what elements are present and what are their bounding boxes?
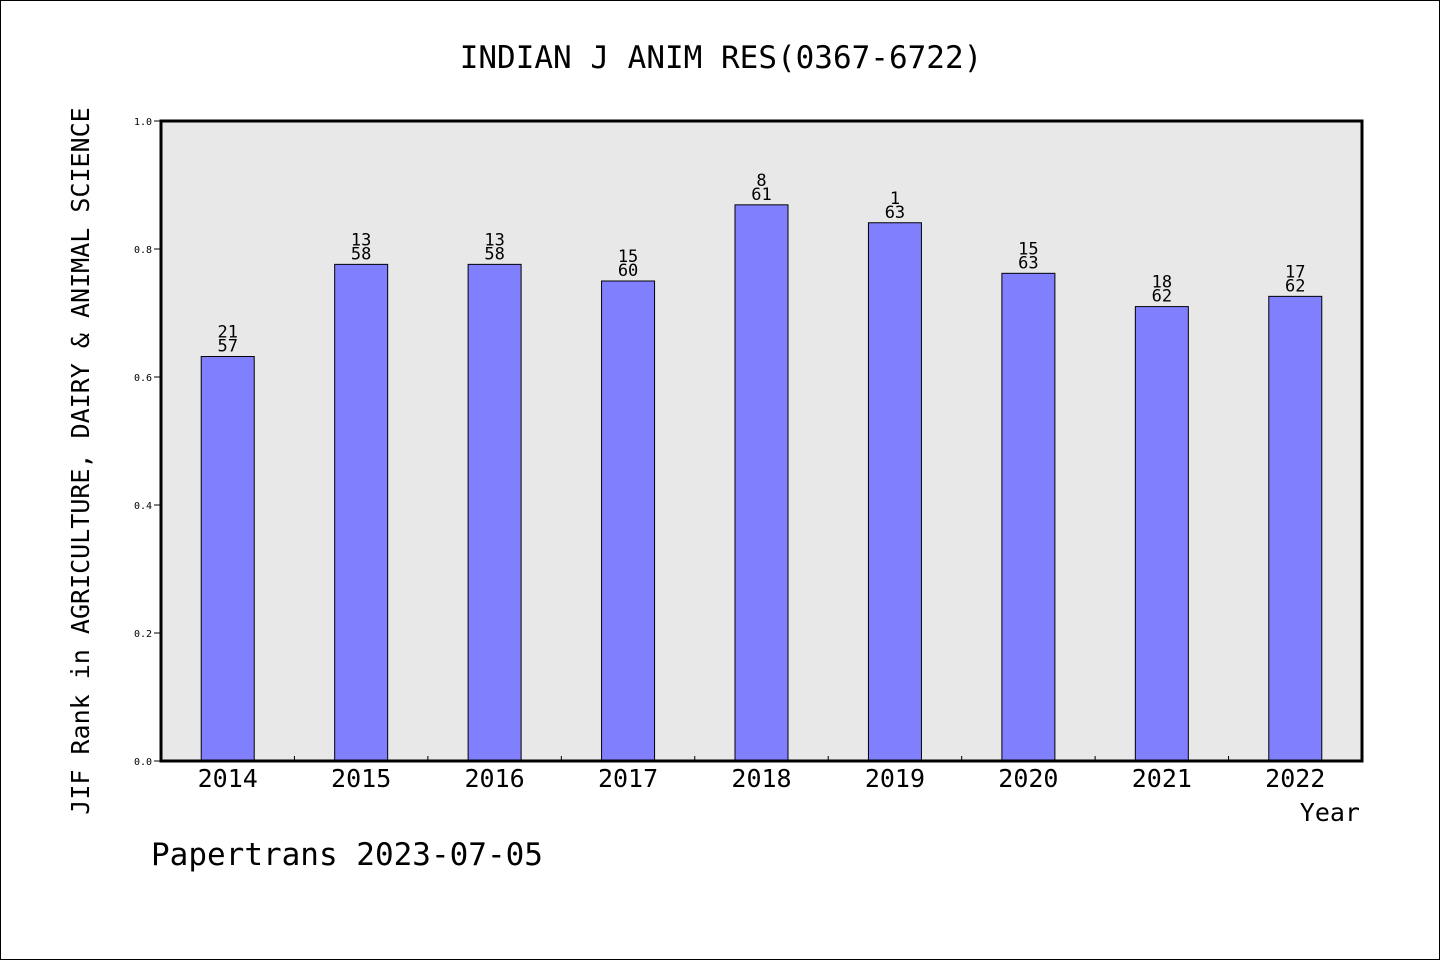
bar: [1268, 295, 1323, 762]
y-tick-label: 1.0: [134, 117, 152, 128]
bar: [334, 263, 389, 762]
bar: [1001, 272, 1056, 762]
bar-total-label: 58: [351, 244, 371, 264]
bar: [467, 263, 522, 762]
bar-total-label: 61: [751, 185, 771, 205]
x-tick-label: 2022: [1265, 764, 1325, 793]
bar-rank-label: 15: [1018, 239, 1038, 259]
x-tick-label: 2018: [731, 764, 791, 793]
bar-total-label: 63: [1018, 253, 1038, 273]
y-tick-label: 0.2: [134, 629, 152, 640]
x-tick-label: 2015: [331, 764, 391, 793]
footer-text: Papertrans 2023-07-05: [151, 837, 543, 873]
bar-rank-label: 13: [351, 230, 371, 250]
chart-title: INDIAN J ANIM RES(0367-6722): [460, 40, 983, 76]
bar-total-label: 63: [885, 203, 905, 223]
plot-border: [159, 119, 1364, 763]
bar-rank-label: 17: [1285, 262, 1305, 282]
bar-total-label: 58: [484, 244, 504, 264]
bar-rank-label: 21: [217, 323, 237, 343]
y-tick-label: 0.6: [134, 373, 152, 384]
x-tick-label: 2014: [198, 764, 258, 793]
y-axis-ticks: 0.0 0.2 0.4 0.6 0.8 1.0: [134, 117, 161, 768]
y-axis-label: JIF Rank in AGRICULTURE, DAIRY & ANIMAL …: [66, 107, 95, 814]
bar-rank-label: 8: [756, 171, 766, 191]
bar-rank-label: 18: [1152, 273, 1172, 293]
y-tick-label: 0.4: [134, 501, 152, 512]
bar: [867, 222, 922, 762]
bar-total-label: 60: [618, 261, 638, 281]
bar-total-label: 57: [217, 337, 237, 357]
bar: [200, 356, 255, 762]
x-tick-label: 2017: [598, 764, 658, 793]
bar-rank-label: 13: [484, 230, 504, 250]
bar: [1134, 306, 1189, 762]
bar-rank-label: 1: [890, 189, 900, 209]
y-tick-label: 0.8: [134, 245, 152, 256]
x-axis-label: Year: [1300, 798, 1360, 827]
x-tick-label: 2016: [465, 764, 525, 793]
bar-total-label: 62: [1152, 287, 1172, 307]
bar: [734, 204, 789, 762]
bar-total-label: 62: [1285, 276, 1305, 296]
x-tick-label: 2021: [1132, 764, 1192, 793]
bar-rank-label: 15: [618, 247, 638, 267]
bar: [601, 280, 656, 762]
y-tick-label: 0.0: [134, 757, 152, 768]
x-tick-label: 2019: [865, 764, 925, 793]
x-axis-labels: 2014 2015 2016 2017 2018 2019 2020 2021 2022: [198, 756, 1325, 793]
x-tick-label: 2020: [998, 764, 1058, 793]
